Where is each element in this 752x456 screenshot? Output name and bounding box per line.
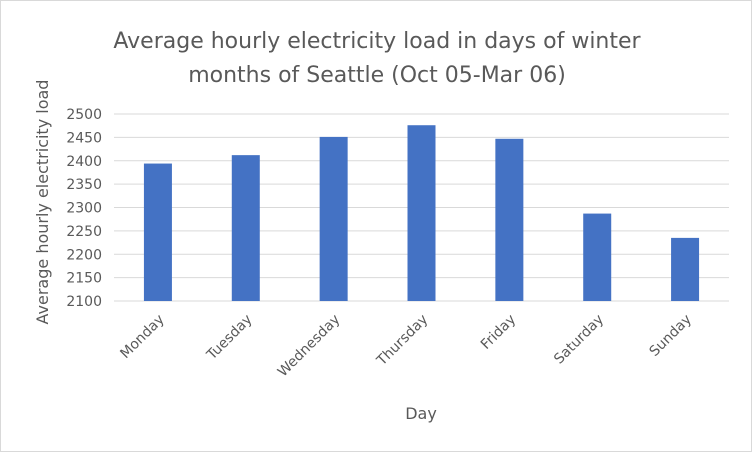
chart-title-line-2: months of Seattle (Oct 05-Mar 06) [188,63,566,88]
y-tick-label: 2100 [66,294,102,310]
x-tick-label: Thursday [373,312,431,370]
x-tick-label: Monday [117,312,167,362]
x-tick-label: Tuesday [203,312,255,364]
y-tick-label: 2350 [66,177,102,193]
x-axis-title: Day [405,404,437,423]
chart-title-line-1: Average hourly electricity load in days … [113,29,641,54]
y-tick-label: 2200 [66,247,102,263]
bar-wednesday [319,136,348,301]
bars [143,125,700,301]
x-tick-label: Saturday [551,312,607,368]
bar-monday [143,163,172,301]
bar-sunday [671,237,700,301]
bar-friday [495,138,524,301]
x-tick-label: Friday [478,312,519,353]
bar-saturday [583,213,612,301]
y-axis-title: Average hourly electricity load [33,80,52,325]
y-tick-label: 2400 [66,154,102,170]
y-axis-ticks: 2100 2150 2200 2250 2300 2350 2400 2450 2500 [66,107,102,310]
y-tick-label: 2450 [66,130,102,146]
bar-tuesday [231,155,260,301]
x-tick-label: Sunday [647,312,695,360]
x-axis-ticks: Monday Tuesday Wednesday Thursday Friday Satu… [117,312,695,381]
x-tick-label: Wednesday [275,312,344,381]
bar-thursday [407,125,436,301]
y-tick-label: 2150 [66,271,102,287]
y-tick-label: 2500 [66,107,102,123]
y-tick-label: 2250 [66,224,102,240]
y-tick-label: 2300 [66,201,102,217]
